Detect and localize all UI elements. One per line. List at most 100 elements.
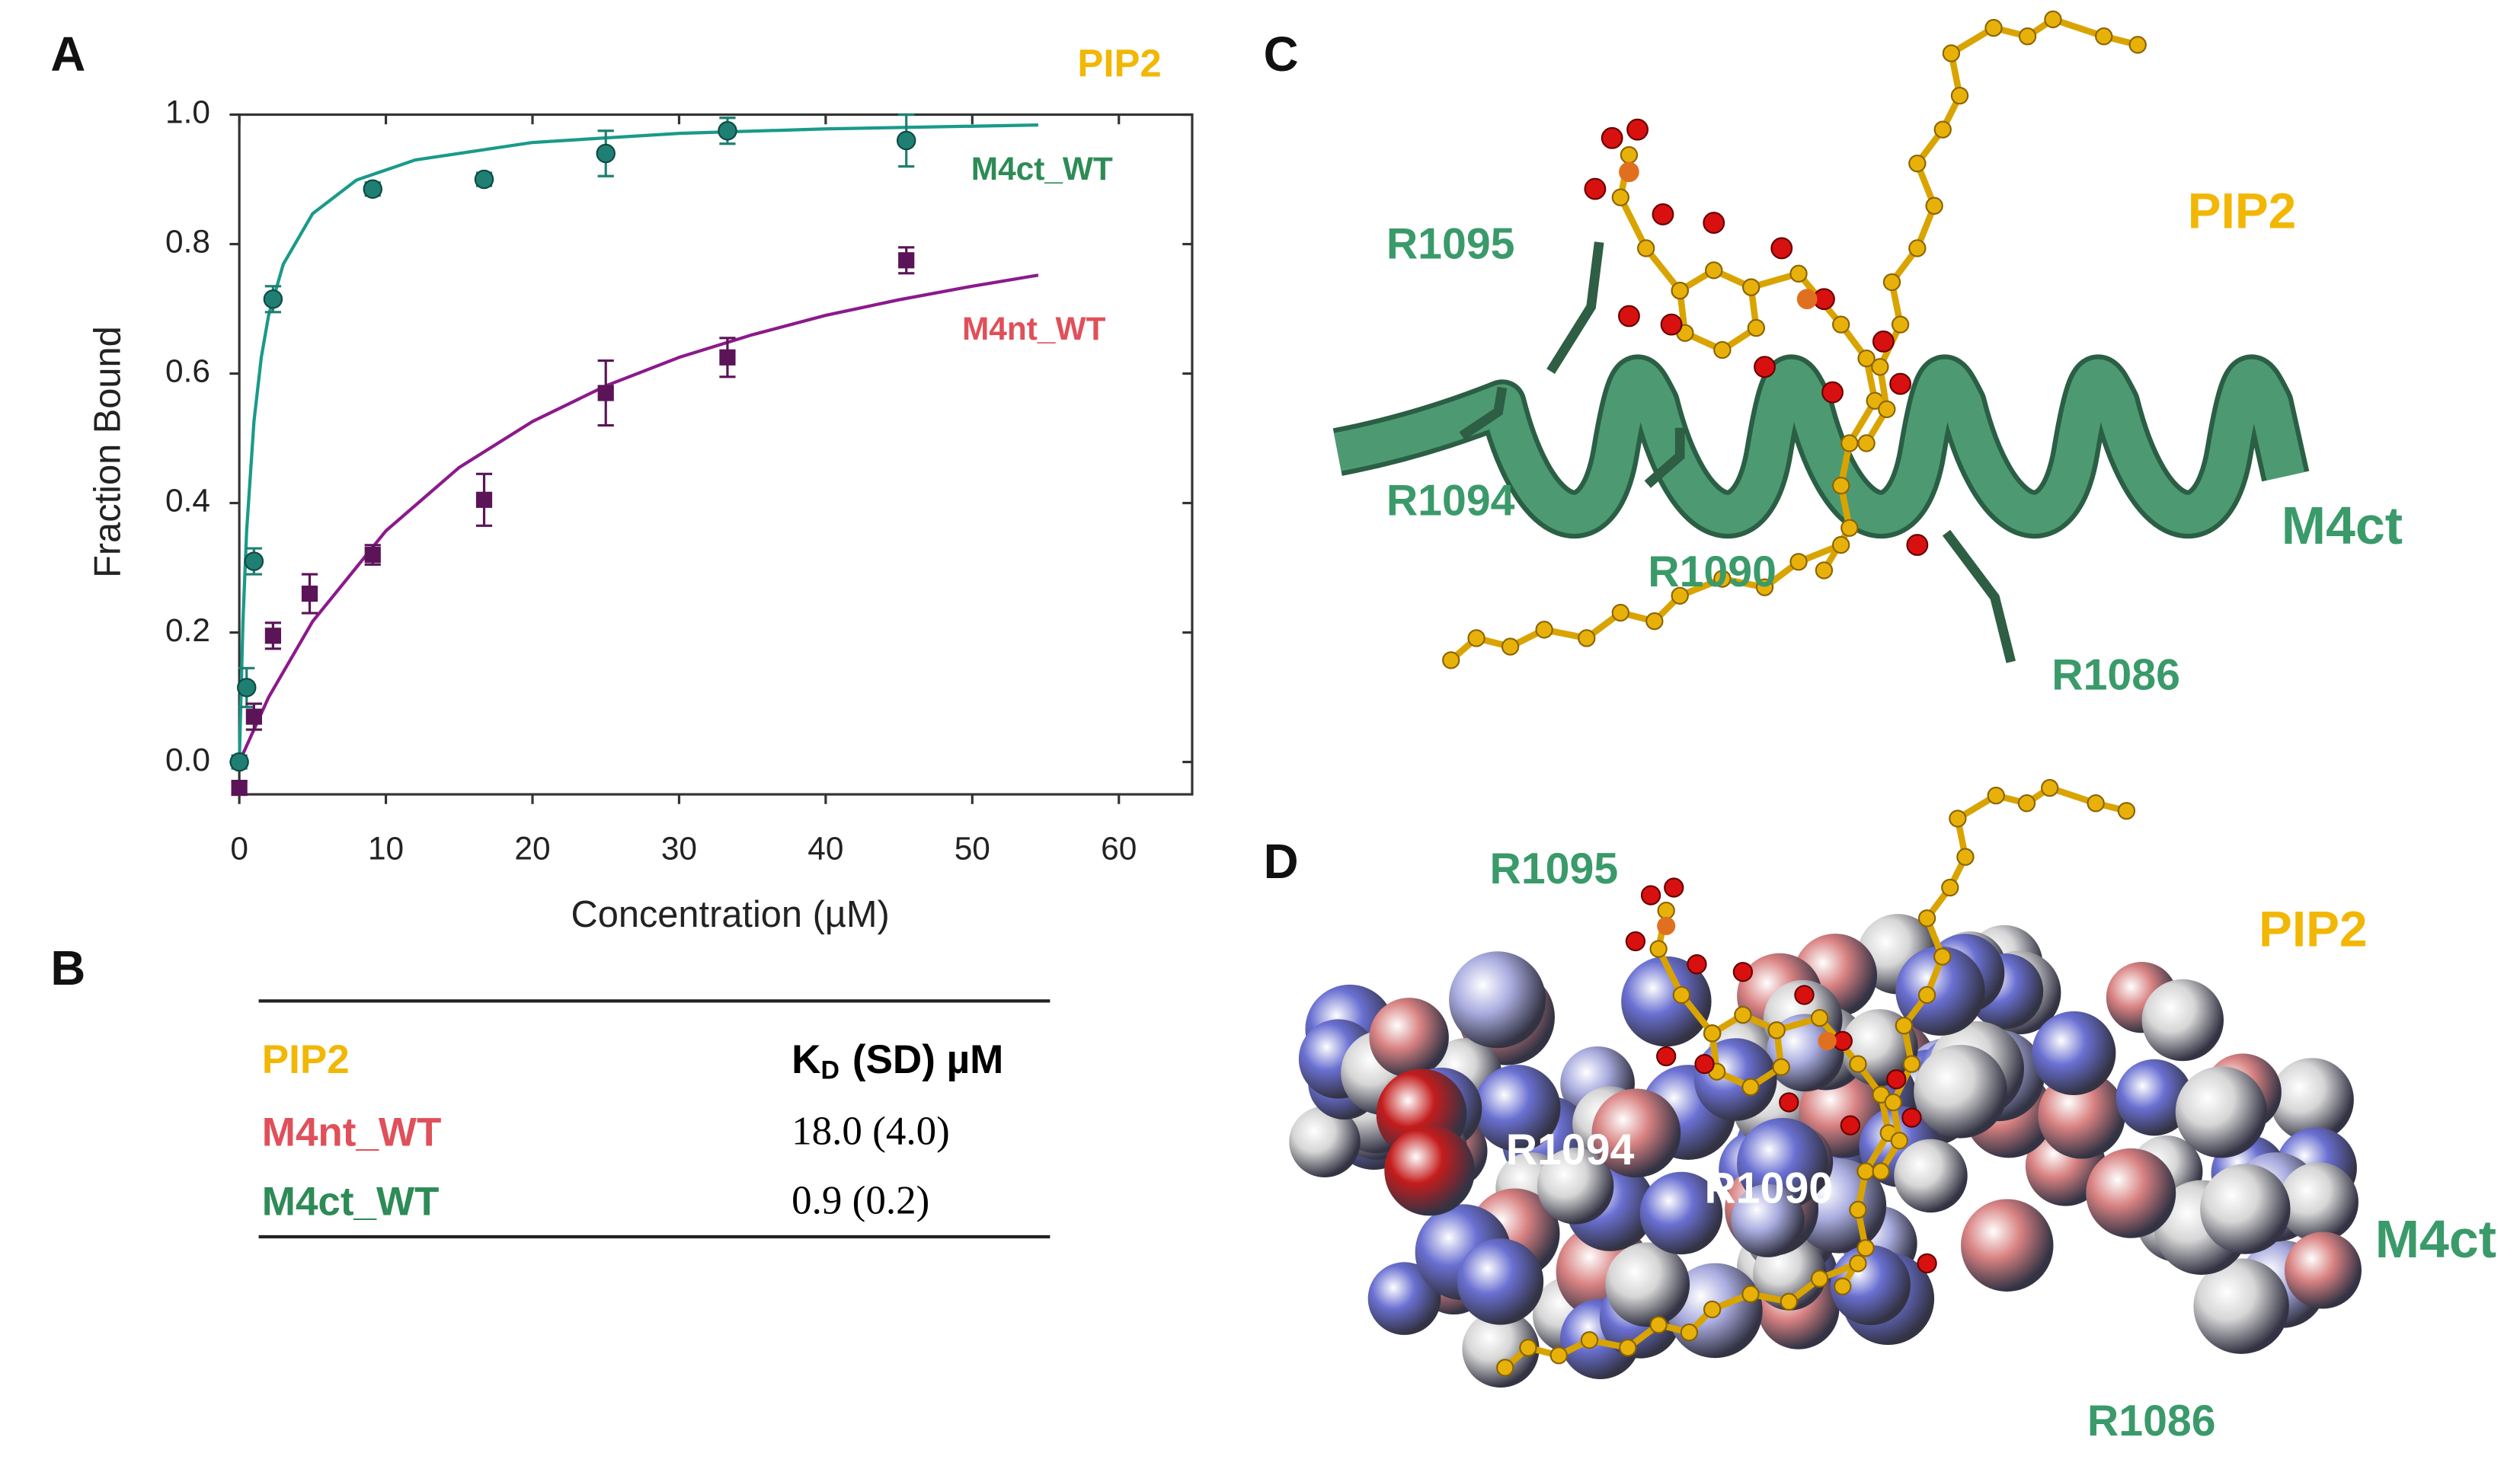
atom — [2044, 10, 2062, 29]
atom — [1840, 434, 1859, 452]
oxygen — [1640, 885, 1661, 905]
atom — [1849, 1200, 1867, 1219]
helix-label: M4ct — [2282, 496, 2403, 555]
oxygen — [1754, 356, 1776, 378]
atom — [1549, 1346, 1568, 1365]
x-tick-label: 10 — [368, 830, 404, 866]
marker — [474, 169, 494, 190]
marker — [898, 252, 915, 269]
y-tick-label: 0.6 — [165, 353, 210, 389]
atom-sphere — [2141, 979, 2224, 1062]
oxygen — [1703, 212, 1725, 234]
atom-sphere — [2269, 1058, 2354, 1142]
atom-sphere — [1895, 946, 1985, 1036]
atom — [1832, 535, 1850, 554]
oxygen — [1906, 534, 1929, 556]
atom — [1767, 1021, 1786, 1040]
atom-sphere — [1457, 1238, 1544, 1325]
marker — [719, 349, 736, 366]
atom — [1501, 637, 1520, 656]
chart-a: PIP2 Concentration (µM) Fraction Bound 0… — [87, 41, 1194, 935]
fit-curve — [238, 123, 1038, 762]
atom — [1882, 273, 1901, 292]
kd-rest: (SD) µM — [852, 1037, 1003, 1082]
marker — [896, 130, 916, 151]
oxygen — [1889, 372, 1912, 395]
side-chain — [1942, 529, 2016, 663]
atom — [1649, 940, 1668, 958]
marker — [596, 143, 616, 164]
atom — [1941, 878, 1959, 897]
atom-sphere — [2086, 1148, 2176, 1238]
atom — [1741, 1078, 1760, 1096]
atom — [2018, 27, 2037, 46]
atom — [1645, 612, 1664, 631]
atom-sphere — [1384, 1125, 1475, 1216]
oxygen — [1901, 1107, 1922, 1128]
atom — [1856, 1162, 1875, 1180]
x-tick-label: 50 — [955, 830, 990, 866]
atom — [1671, 281, 1689, 300]
phosphorus — [1818, 1031, 1837, 1050]
atom — [1713, 570, 1732, 588]
atom — [1742, 278, 1760, 296]
oxygen — [1794, 985, 1815, 1005]
structure-c — [1332, 10, 2310, 669]
atom-sphere — [1731, 1183, 1805, 1257]
y-tick-label: 0.4 — [165, 483, 210, 519]
atom — [1672, 985, 1690, 1004]
oxygen — [1886, 1069, 1907, 1090]
atom — [1705, 261, 1723, 279]
atom — [1741, 1285, 1760, 1303]
oxygen — [1626, 118, 1649, 141]
atom — [2128, 36, 2147, 54]
marker — [231, 779, 248, 797]
atom — [1849, 1055, 1867, 1073]
atom — [1840, 519, 1859, 537]
residue-label: R1094 — [1386, 477, 1515, 525]
panel-label: A — [50, 27, 85, 81]
atom — [1535, 621, 1553, 639]
marker — [229, 752, 249, 772]
atom-sphere — [1605, 1242, 1690, 1327]
atom — [1871, 358, 1889, 376]
residue-label: R1086 — [2087, 1397, 2216, 1445]
atom — [1442, 651, 1460, 669]
chart-title: PIP2 — [1077, 41, 1161, 85]
marker — [301, 585, 318, 602]
atom — [1671, 586, 1689, 605]
table-cell: M4ct_WT — [262, 1180, 440, 1225]
atom — [2095, 27, 2113, 46]
atom-sphere — [1639, 1171, 1723, 1255]
atom-sphere — [2038, 1071, 2125, 1159]
atom-sphere — [2200, 1164, 2291, 1254]
structure-c-labels: R1095 R1094 R1090 R1086 PIP2 M4ct — [1386, 183, 2403, 699]
atom — [1637, 239, 1655, 257]
atom — [1942, 44, 1961, 62]
atom — [1884, 1093, 1902, 1112]
atom — [1832, 476, 1850, 495]
atom — [1872, 1162, 1890, 1180]
atom — [1857, 434, 1876, 452]
atom — [1611, 188, 1629, 206]
atom — [1680, 1323, 1699, 1342]
atom — [1984, 18, 2003, 37]
atom — [1908, 154, 1927, 173]
oxygen — [1664, 877, 1684, 898]
x-tick-label: 20 — [514, 830, 550, 866]
atom — [1810, 1270, 1829, 1288]
marker — [264, 628, 281, 644]
atom — [1657, 902, 1675, 920]
atom — [1467, 629, 1485, 647]
atom — [1789, 264, 1808, 283]
panel-label: B — [50, 941, 85, 995]
kd-symbol: K — [791, 1037, 820, 1082]
ligand-label: PIP2 — [2188, 183, 2296, 238]
oxygen — [1656, 1046, 1677, 1067]
atom-sphere — [1462, 1310, 1540, 1388]
fit-curve — [238, 273, 1039, 763]
atom-sphere — [1621, 956, 1712, 1047]
atom — [2041, 778, 2059, 797]
